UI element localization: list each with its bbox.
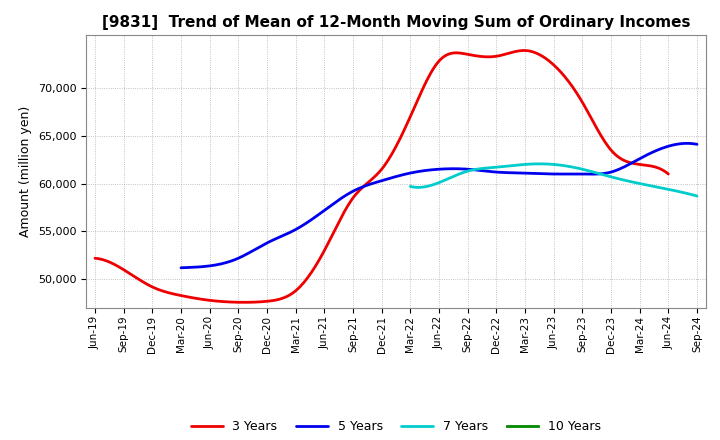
7 Years xyxy=(693,193,701,198)
Line: 7 Years: 7 Years xyxy=(410,164,697,196)
3 Years xyxy=(432,62,441,67)
3 Years xyxy=(93,256,102,261)
5 Years xyxy=(492,169,501,175)
5 Years xyxy=(693,142,701,147)
Y-axis label: Amount (million yen): Amount (million yen) xyxy=(19,106,32,237)
7 Years xyxy=(407,184,415,189)
3 Years xyxy=(577,99,586,104)
5 Years xyxy=(482,169,491,174)
3 Years xyxy=(434,59,443,65)
7 Years xyxy=(649,183,657,189)
7 Years xyxy=(406,184,415,189)
7 Years xyxy=(577,166,586,172)
Title: [9831]  Trend of Mean of 12-Month Moving Sum of Ordinary Incomes: [9831] Trend of Mean of 12-Month Moving … xyxy=(102,15,690,30)
5 Years xyxy=(683,141,691,146)
3 Years xyxy=(614,154,623,160)
5 Years xyxy=(176,265,185,271)
Legend: 3 Years, 5 Years, 7 Years, 10 Years: 3 Years, 5 Years, 7 Years, 10 Years xyxy=(186,415,606,438)
3 Years xyxy=(664,171,672,176)
5 Years xyxy=(484,169,492,174)
5 Years xyxy=(644,151,653,157)
3 Years xyxy=(240,300,249,305)
5 Years xyxy=(179,265,187,270)
Line: 5 Years: 5 Years xyxy=(181,143,697,268)
7 Years xyxy=(582,168,591,173)
3 Years xyxy=(444,52,452,57)
7 Years xyxy=(536,161,544,166)
7 Years xyxy=(577,166,585,172)
3 Years xyxy=(521,48,529,53)
3 Years xyxy=(91,256,99,261)
5 Years xyxy=(611,168,620,173)
Line: 3 Years: 3 Years xyxy=(95,51,668,302)
7 Years xyxy=(667,187,675,193)
